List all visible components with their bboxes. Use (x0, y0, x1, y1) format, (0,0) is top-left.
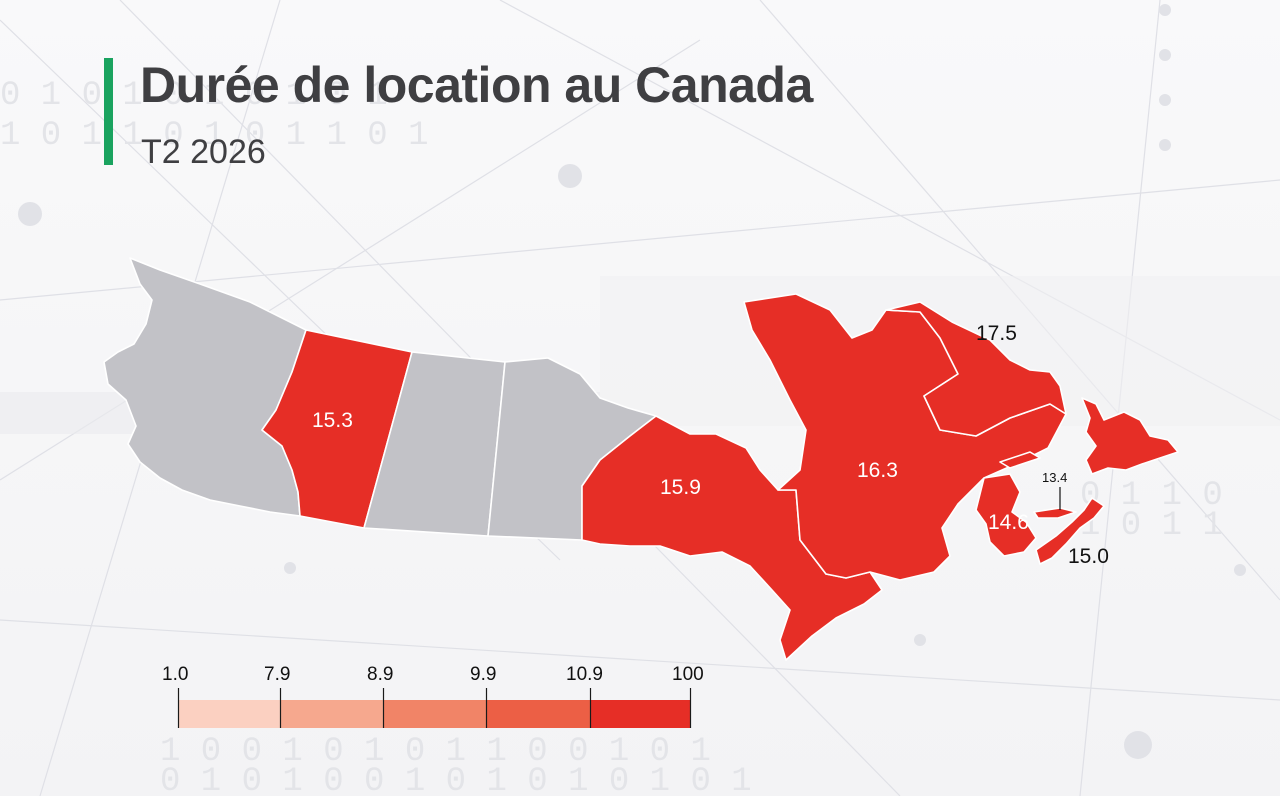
svg-text:0 1 0 1 0 1 0 1: 0 1 0 1 0 1 0 1 0 1 (0, 77, 388, 115)
svg-text:1 0 1 1 0 1 0 1: 1 0 1 1 0 1 0 1 1 0 1 (0, 117, 428, 155)
province-pe (1033, 507, 1077, 519)
legend-break-label: 9.9 (470, 664, 496, 685)
legend-break-label: 1.0 (162, 664, 188, 685)
label-ab: 15.3 (312, 409, 353, 432)
province-on (581, 415, 883, 661)
svg-text:1 0 0 1 0 1 0 1: 1 0 0 1 0 1 0 1 1 0 0 1 0 1 (160, 733, 711, 771)
province-qc-anticosti (999, 451, 1041, 469)
legend-break-label: 10.9 (566, 664, 603, 685)
legend-break-label: 100 (672, 664, 704, 685)
legend: 1.0 7.9 8.9 9.9 10.9 100 (162, 664, 704, 728)
legend-swatch-5 (590, 700, 691, 728)
province-nl-labrador (885, 301, 1067, 437)
province-bc (103, 257, 307, 517)
legend-swatch-3 (383, 700, 486, 728)
svg-text:1 0 1 1: 1 0 1 1 (1080, 507, 1223, 545)
svg-text:0 1 0 1 0 0 1 0: 0 1 0 1 0 0 1 0 1 0 1 0 1 0 1 (160, 763, 752, 796)
legend-swatch-2 (280, 700, 383, 728)
title-accent-bar (104, 58, 113, 165)
legend-swatch-4 (486, 700, 590, 728)
legend-break-label: 8.9 (367, 664, 393, 685)
page-title: Durée de location au Canada (140, 57, 813, 113)
label-ns: 15.0 (1068, 545, 1109, 568)
label-pe: 13.4 (1042, 470, 1067, 485)
legend-swatch-1 (178, 700, 280, 728)
province-nb (975, 473, 1037, 557)
label-qc: 16.3 (857, 459, 898, 482)
page-subtitle: T2 2026 (141, 133, 266, 171)
province-ns (1035, 497, 1105, 565)
label-nb: 14.6 (988, 511, 1029, 534)
svg-text:0 1 1 0: 0 1 1 0 (1080, 477, 1223, 515)
province-nl-island (1081, 397, 1179, 475)
label-nl: 17.5 (976, 322, 1017, 345)
legend-break-label: 7.9 (264, 664, 290, 685)
label-on: 15.9 (660, 476, 701, 499)
